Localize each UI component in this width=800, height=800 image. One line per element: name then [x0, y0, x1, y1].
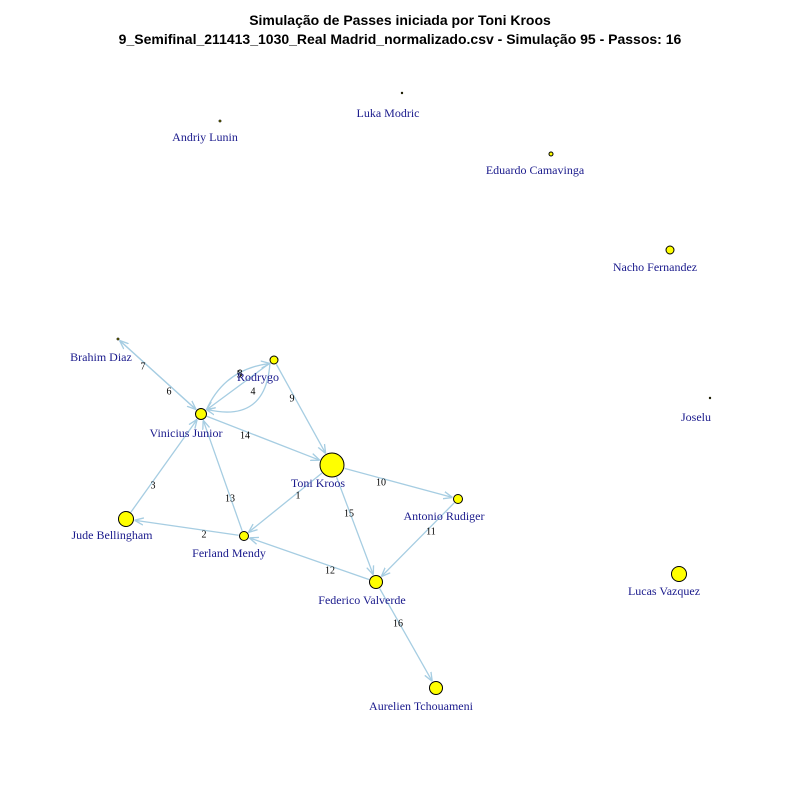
chart-title: Simulação de Passes iniciada por Toni Kr… [249, 12, 551, 28]
player-label-lucas-vazquez: Lucas Vazquez [628, 584, 700, 598]
player-node-nacho-fernandez [665, 245, 675, 255]
pass-edge-13 [203, 421, 243, 532]
edges-layer [119, 340, 455, 681]
player-node-andriy-lunin [218, 119, 222, 123]
player-node-brahim-diaz [116, 337, 120, 341]
pass-edge-7 [120, 341, 197, 411]
player-label-aurelien-tchouameni: Aurelien Tchouameni [369, 699, 474, 713]
pass-step-label: 10 [376, 477, 386, 488]
player-label-toni-kroos: Toni Kroos [291, 476, 345, 490]
pass-edge-12 [250, 538, 370, 581]
pass-step-label: 15 [344, 508, 354, 519]
pass-step-label: 2 [202, 529, 207, 540]
player-label-eduardo-camavinga: Eduardo Camavinga [486, 163, 585, 177]
pass-step-label: 13 [225, 493, 235, 504]
pass-step-label: 6 [167, 386, 172, 397]
player-node-rodrygo [269, 355, 279, 365]
player-node-jude-bellingham [118, 511, 134, 527]
pass-step-label: 7 [141, 361, 146, 372]
player-node-ferland-mendy [239, 531, 249, 541]
pass-step-label: 3 [151, 480, 156, 491]
pass-step-label: 12 [325, 565, 335, 576]
pass-edge-3 [130, 420, 197, 513]
pass-step-label: 4 [251, 386, 256, 397]
pass-edge-14 [206, 415, 319, 460]
player-node-federico-valverde [369, 575, 383, 589]
player-label-vinicius-junior: Vinicius Junior [150, 426, 223, 440]
player-label-luka-modric: Luka Modric [357, 106, 420, 120]
pass-edge-4 [207, 362, 271, 410]
player-node-joselu [708, 396, 712, 400]
player-node-eduardo-camavinga [548, 151, 554, 157]
player-label-ferland-mendy: Ferland Mendy [192, 546, 266, 560]
pass-edge-2 [135, 520, 239, 536]
nodes-layer [116, 91, 712, 695]
player-node-vinicius-junior [195, 408, 207, 420]
pass-step-label: 1 [296, 490, 301, 501]
pass-edge-1 [249, 472, 323, 532]
pass-edge-5 [205, 364, 269, 411]
player-label-nacho-fernandez: Nacho Fernandez [613, 260, 697, 274]
chart-subtitle: 9_Semifinal_211413_1030_Real Madrid_norm… [118, 31, 682, 47]
pass-step-label: 5 [237, 369, 242, 380]
player-node-aurelien-tchouameni [429, 681, 443, 695]
pass-edge-10 [344, 467, 452, 497]
pass-edge-8 [207, 362, 271, 412]
pass-step-label: 16 [393, 618, 403, 629]
player-node-antonio-rudiger [453, 494, 463, 504]
player-node-lucas-vazquez [671, 566, 687, 582]
pass-edge-11 [382, 502, 455, 576]
pass-edge-15 [335, 476, 373, 574]
player-label-federico-valverde: Federico Valverde [318, 593, 405, 607]
pass-edge-9 [275, 364, 325, 452]
player-node-toni-kroos [319, 452, 345, 478]
pass-step-label: 14 [240, 430, 250, 441]
player-label-jude-bellingham: Jude Bellingham [72, 528, 154, 542]
player-label-andriy-lunin: Andriy Lunin [172, 130, 238, 144]
player-label-joselu: Joselu [681, 410, 711, 424]
pass-edge-16 [379, 588, 432, 681]
player-label-brahim-diaz: Brahim Diaz [70, 350, 132, 364]
pass-step-label: 8 [238, 368, 243, 379]
pass-step-label: 9 [290, 393, 295, 404]
player-label-antonio-rudiger: Antonio Rudiger [404, 509, 485, 523]
pass-step-label: 11 [426, 526, 436, 537]
player-node-luka-modric [400, 91, 404, 95]
player-label-rodrygo: Rodrygo [237, 370, 279, 384]
